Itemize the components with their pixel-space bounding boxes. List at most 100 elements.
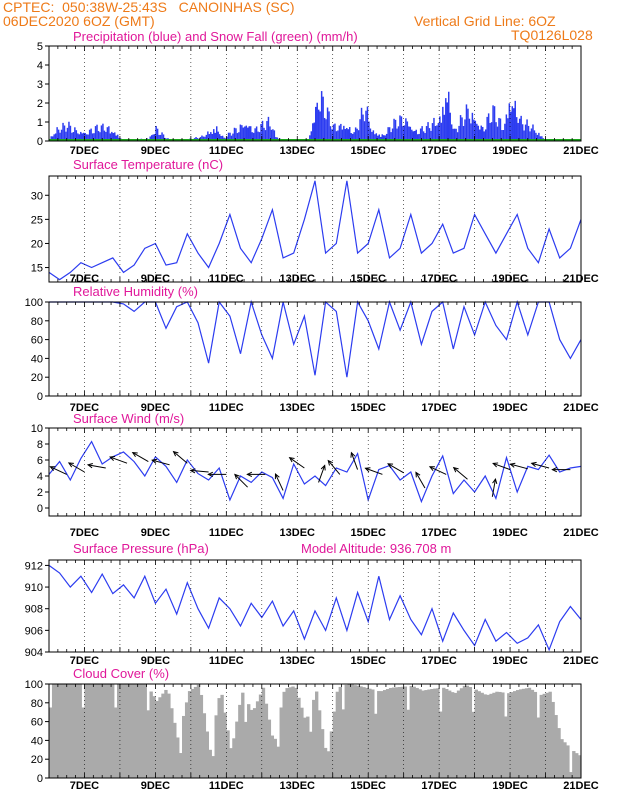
cloud-bar — [247, 704, 251, 778]
cloud-bar — [539, 694, 543, 778]
cloud-bar — [66, 684, 71, 778]
cloud-bar — [477, 691, 481, 778]
precip-bar — [236, 133, 239, 141]
wind-series-line — [48, 440, 582, 504]
precip-bar — [527, 125, 530, 141]
precip-bar — [353, 132, 355, 141]
precip-bar — [51, 136, 54, 141]
cloud-y-tick-label: 100 — [25, 679, 43, 691]
precip-bar — [418, 133, 420, 141]
pressure-y-tick-label: 908 — [25, 604, 43, 616]
cloud-bar — [456, 690, 461, 778]
cloud-bar — [320, 729, 325, 778]
precip-bar — [359, 119, 361, 141]
temp-y-tick-label: 30 — [31, 190, 43, 202]
precip-bar — [211, 133, 214, 141]
precip-bar — [94, 126, 97, 141]
precip-bar — [449, 112, 451, 141]
cloud-bar — [214, 715, 218, 778]
cloud-bar — [309, 731, 313, 778]
temp-y-tick-label: 15 — [31, 263, 43, 275]
precip-bar — [156, 128, 159, 141]
precip-bar — [533, 130, 536, 141]
precip-bar — [489, 122, 491, 141]
wind-y-tick-label: 8 — [37, 439, 43, 451]
pressure-y-tick-label: 906 — [25, 625, 43, 637]
precip-bar — [91, 133, 94, 141]
precip-bar — [88, 129, 91, 141]
precip-bar — [241, 125, 243, 141]
precip-bar — [251, 132, 253, 141]
precip-bar — [149, 136, 151, 141]
precip-bar — [400, 116, 403, 141]
wind-x-tick-label: 15DEC — [350, 527, 386, 539]
precip-bar — [329, 126, 332, 141]
cloud-bar — [527, 687, 532, 778]
panel-pressure: 904 906 908 910 912 7DEC 9DEC 11DEC 13DEC 15DEC 17… — [25, 541, 599, 667]
precip-x-tick-label: 13DEC — [280, 145, 316, 157]
wind-arrow — [131, 452, 149, 463]
cloud-bar — [51, 684, 56, 778]
precip-bar — [455, 128, 457, 141]
cloud-bar — [196, 684, 201, 778]
precip-bar — [50, 136, 52, 141]
pressure-x-tick-label: 21DEC — [563, 655, 599, 667]
precip-bar — [487, 113, 490, 141]
wind-x-tick-label: 19DEC — [492, 527, 528, 539]
precip-bar — [437, 123, 440, 141]
rh-y-tick-label: 40 — [31, 353, 43, 365]
temp-x-tick-label: 13DEC — [280, 273, 316, 285]
precip-bar — [518, 118, 521, 141]
precip-bar — [452, 128, 454, 141]
precip-bar — [450, 124, 453, 141]
cloud-bar — [575, 753, 579, 778]
cloud-bar — [116, 684, 121, 778]
precip-bar — [517, 122, 519, 141]
precip-bar — [71, 132, 73, 141]
cloud-bar — [128, 684, 133, 778]
precip-bar — [310, 131, 313, 141]
rh-x-tick-label: 7DEC — [70, 402, 99, 414]
precip-bar — [217, 131, 219, 141]
precip-bar — [414, 130, 416, 141]
pressure-y-tick-label: 910 — [25, 582, 43, 594]
precip-bar — [428, 128, 431, 141]
precip-bar — [66, 127, 69, 141]
cloud-bar — [548, 691, 552, 778]
precip-bar — [114, 132, 116, 141]
precip-bar — [108, 126, 110, 141]
precip-bar — [56, 127, 58, 141]
precip-bar — [248, 126, 250, 141]
precip-bar — [152, 134, 154, 141]
cloud-bar — [332, 711, 337, 778]
cloud-bar — [344, 684, 348, 778]
rh-x-tick-label: 11DEC — [209, 402, 244, 414]
cloud-bar — [57, 684, 62, 778]
pressure-x-tick-label: 11DEC — [209, 655, 244, 667]
cloud-bar — [193, 686, 198, 778]
precip-bar — [340, 123, 342, 141]
cloud-bar — [229, 748, 233, 778]
precip-bar — [116, 134, 119, 141]
precip-bar — [526, 119, 528, 141]
precip-bar — [158, 134, 160, 141]
wind-arrow — [350, 451, 359, 470]
precip-bar — [62, 122, 64, 141]
precip-bar — [220, 136, 222, 141]
cloud-bar — [335, 691, 340, 778]
wind-arrow — [364, 467, 383, 475]
cloud-bar — [557, 728, 561, 778]
cloud-bar — [249, 709, 254, 778]
precip-bar — [258, 132, 261, 141]
precip-bar — [375, 133, 378, 141]
wind-x-tick-label: 17DEC — [421, 527, 457, 539]
cloud-bar — [394, 687, 399, 778]
precip-bar — [103, 130, 106, 141]
precip-bar — [496, 126, 499, 141]
cloud-bar — [122, 684, 127, 778]
cloud-x-tick-label: 7DEC — [70, 780, 99, 792]
cloud-bar — [208, 749, 212, 778]
precip-y-tick-label: 3 — [37, 79, 43, 91]
cloud-bar — [341, 709, 345, 778]
cloud-bar — [60, 684, 65, 778]
